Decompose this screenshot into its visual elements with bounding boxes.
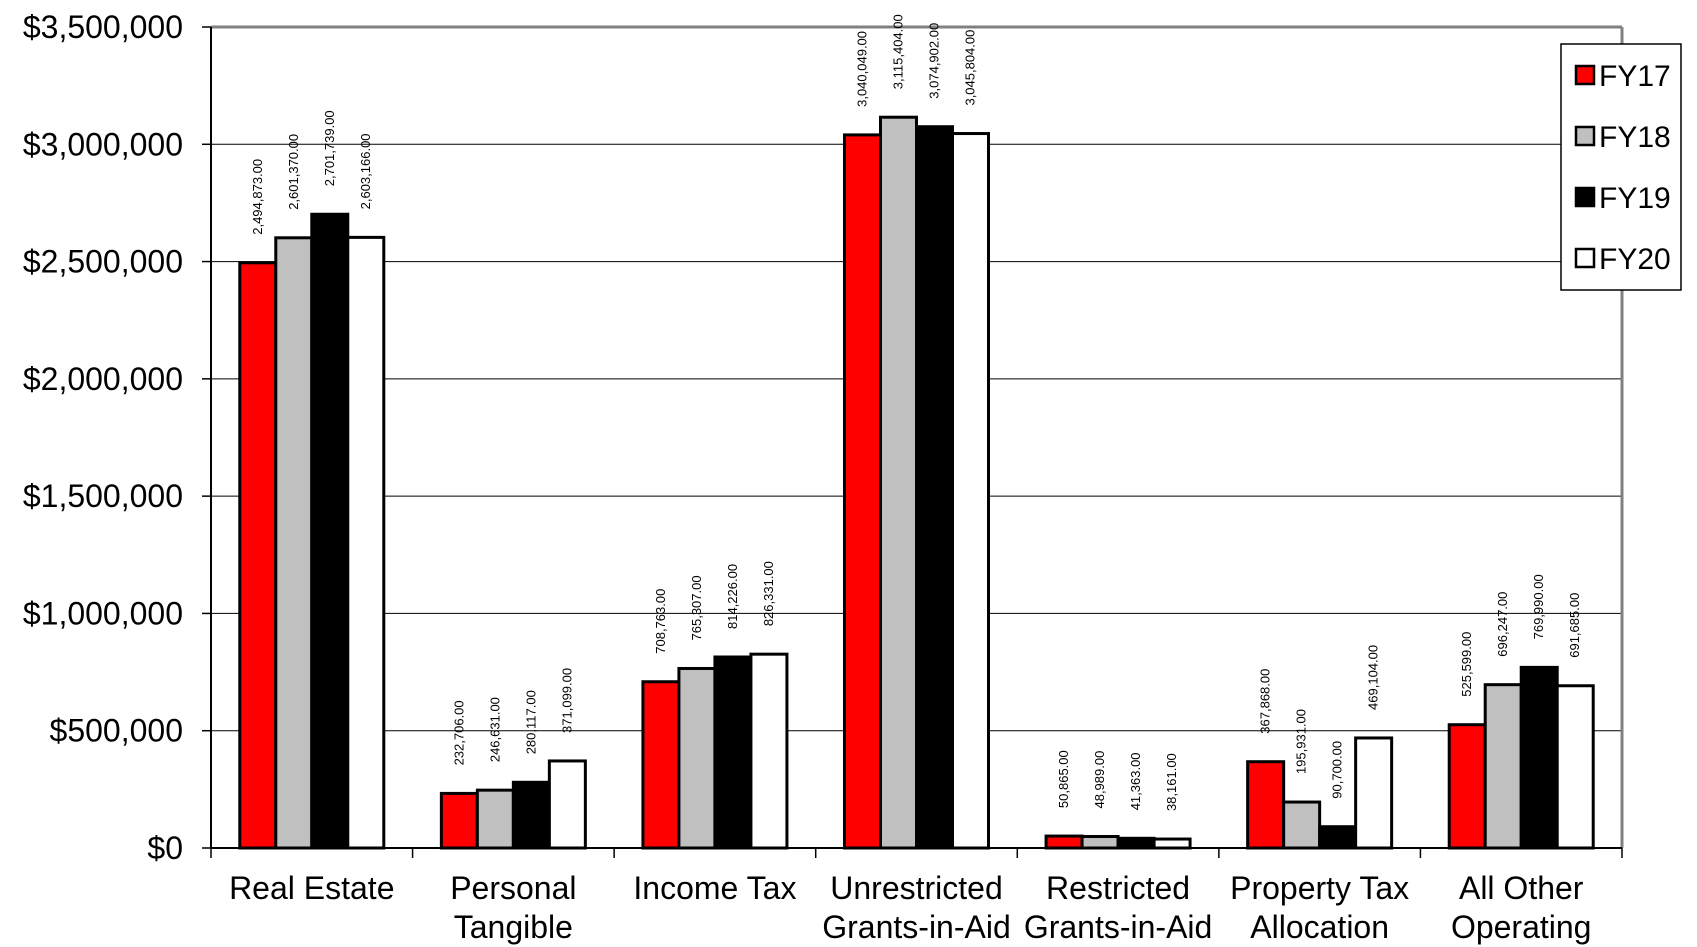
- data-label: 2,603,166.00: [358, 133, 373, 209]
- x-category-label: Property Tax: [1230, 870, 1409, 906]
- bar-fy20: [1152, 837, 1192, 850]
- data-label: 38,161.00: [1164, 753, 1179, 811]
- y-tick-label: $2,500,000: [23, 244, 183, 280]
- data-label: 367,868.00: [1258, 669, 1273, 734]
- legend-swatch-fy19: [1574, 186, 1596, 208]
- x-category-label: Restricted: [1046, 870, 1190, 906]
- bar-fy18: [1282, 800, 1322, 850]
- x-category-label: Allocation: [1250, 909, 1389, 945]
- x-category-label: Real Estate: [229, 870, 394, 906]
- bar-fy17: [1044, 834, 1084, 850]
- bar-fy20: [547, 759, 587, 850]
- data-label: 195,931.00: [1294, 709, 1309, 774]
- bar-fy18: [677, 666, 717, 850]
- data-label: 3,074,902.00: [927, 23, 942, 99]
- data-label: 3,040,049.00: [855, 31, 870, 107]
- legend: FY17 FY18 FY19 FY20: [1560, 43, 1682, 291]
- bars: [238, 115, 1595, 850]
- bar-fy19: [1318, 825, 1358, 850]
- y-tick-label: $1,000,000: [23, 595, 183, 631]
- bar-fy19: [511, 780, 551, 850]
- bar-fy17: [1447, 723, 1487, 850]
- data-label: 525,599.00: [1459, 632, 1474, 697]
- bar-fy20: [1555, 684, 1595, 850]
- x-category-label: Personal: [450, 870, 576, 906]
- axes: [210, 25, 1624, 858]
- y-tick-label: $3,000,000: [23, 126, 183, 162]
- data-label: 371,099.00: [559, 668, 574, 733]
- data-label: 280,117.00: [523, 690, 538, 754]
- data-label: 2,601,370.00: [286, 134, 301, 210]
- bar-fy18: [1080, 835, 1120, 850]
- y-tick-label: $1,500,000: [23, 478, 183, 514]
- bar-fy19: [713, 655, 753, 850]
- data-label: 708,763.00: [653, 589, 668, 654]
- bar-fy17: [1246, 760, 1286, 850]
- legend-label: FY20: [1599, 243, 1671, 276]
- bar-fy19: [1519, 665, 1559, 850]
- y-tick-label: $2,000,000: [23, 361, 183, 397]
- x-category-label: Operating: [1451, 909, 1592, 945]
- x-category-label: All Other: [1459, 870, 1584, 906]
- legend-swatch-fy18: [1574, 125, 1596, 147]
- data-label: 696,247.00: [1495, 592, 1510, 657]
- data-label: 814,226.00: [725, 564, 740, 629]
- x-category-label: Tangible: [454, 909, 573, 945]
- bar-fy19: [310, 212, 350, 850]
- bar-fy20: [951, 132, 990, 850]
- data-label: 3,045,804.00: [963, 30, 978, 106]
- data-label: 765,307.00: [689, 575, 704, 640]
- bar-fy17: [843, 133, 882, 850]
- data-label: 769,990.00: [1531, 574, 1546, 639]
- y-tick-label: $0: [147, 830, 183, 866]
- bar-fy20: [346, 235, 386, 850]
- data-label: 90,700.00: [1330, 741, 1345, 799]
- bar-fy18: [1483, 683, 1523, 850]
- bar-fy18: [475, 788, 515, 850]
- bar-fy19: [1116, 836, 1156, 850]
- data-label: 50,865.00: [1056, 750, 1071, 808]
- legend-swatch-fy17: [1574, 64, 1596, 86]
- bar-fy17: [641, 680, 681, 850]
- bar-fy20: [1354, 736, 1394, 850]
- data-label: 469,104.00: [1366, 645, 1381, 710]
- legend-label: FY17: [1599, 60, 1671, 93]
- legend-swatch-fy20: [1574, 247, 1596, 269]
- bar-fy17: [439, 791, 479, 850]
- legend-label: FY18: [1599, 121, 1671, 154]
- data-label: 246,631.00: [487, 697, 502, 762]
- legend-label: FY19: [1599, 182, 1671, 215]
- bar-fy18: [274, 236, 314, 850]
- bar-fy20: [749, 652, 789, 850]
- data-label: 48,989.00: [1092, 751, 1107, 809]
- x-category-label: Grants-in-Aid: [822, 909, 1011, 945]
- data-label: 2,701,739.00: [322, 110, 337, 186]
- data-label: 826,331.00: [761, 561, 776, 626]
- y-tick-label: $500,000: [50, 713, 183, 749]
- y-axis-ticks: $0 $500,000 $1,000,000 $1,500,000 $2,000,000…: [23, 9, 211, 866]
- bar-fy18: [879, 115, 918, 850]
- x-category-label: Grants-in-Aid: [1024, 909, 1213, 945]
- data-label: 691,685.00: [1567, 593, 1582, 658]
- data-labels: 2,494,873.00 2,601,370.00 2,701,739.00 2,60…: [250, 14, 1582, 811]
- y-tick-label: $3,500,000: [23, 9, 183, 45]
- data-label: 232,706.00: [451, 700, 466, 765]
- bar-fy17: [238, 261, 278, 850]
- data-label: 2,494,873.00: [250, 159, 265, 235]
- x-category-label: Unrestricted: [830, 870, 1003, 906]
- bar-fy19: [915, 125, 954, 850]
- x-category-label: Income Tax: [633, 870, 796, 906]
- data-label: 3,115,404.00: [891, 14, 906, 89]
- data-label: 41,363.00: [1128, 752, 1143, 810]
